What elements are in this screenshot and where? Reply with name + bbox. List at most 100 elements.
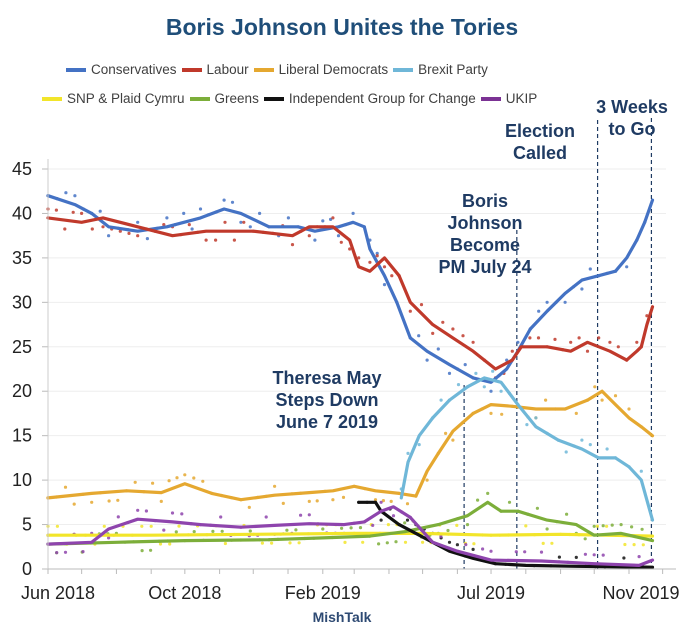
poll-dot (390, 274, 394, 278)
poll-dot (159, 499, 163, 503)
poll-dot (630, 525, 634, 529)
poll-dot (569, 340, 573, 344)
poll-dot (170, 511, 175, 515)
poll-dot (174, 530, 178, 534)
poll-dot (608, 340, 612, 344)
poll-dot (408, 309, 412, 313)
poll-dot (55, 551, 59, 555)
poll-dot (405, 502, 410, 506)
y-tick-label: 0 (22, 559, 32, 579)
poll-dot (619, 523, 623, 527)
poll-dot (149, 548, 153, 552)
poll-dot (379, 500, 383, 504)
poll-dot (357, 256, 361, 260)
poll-dot (605, 524, 609, 528)
poll-dot (464, 543, 468, 547)
poll-dot (341, 495, 346, 499)
event-markers (463, 118, 653, 569)
legend-swatch (181, 67, 202, 72)
poll-dot (425, 358, 429, 362)
poll-dot (610, 523, 614, 527)
poll-dot (637, 555, 641, 559)
poll-dot (281, 501, 285, 505)
poll-dot (605, 447, 609, 451)
axes: 0 5 10 15 20 25 30 35 40 45 Jun 2018 Oct 2018 Feb 20… (12, 159, 680, 603)
series-line-brexit-party (399, 376, 655, 522)
poll-dot (471, 340, 475, 344)
poll-dot (574, 555, 578, 560)
poll-dot (285, 528, 289, 532)
legend-item: Labour (181, 62, 249, 77)
poll-dot (391, 514, 396, 518)
poll-dot (187, 223, 191, 227)
legend-item: SNP & Plaid Cymru (42, 91, 185, 106)
poll-dot (486, 491, 490, 495)
poll-dot (290, 243, 295, 247)
poll-dot (107, 536, 111, 540)
legend-swatch (253, 67, 274, 72)
x-tick-label: Jul 2019 (457, 583, 525, 603)
annotation-three-weeks: 3 Weeks to Go (592, 96, 672, 140)
poll-dot (580, 287, 584, 291)
poll-dot (80, 211, 84, 215)
poll-dot (583, 537, 587, 541)
legend-label: Greens (214, 91, 259, 106)
poll-dot (421, 540, 425, 544)
poll-dot (622, 556, 626, 560)
legend-row: SNP & Plaid Cymru Greens Independent Group… (0, 91, 684, 106)
poll-dot (419, 303, 424, 307)
poll-dot (451, 438, 455, 442)
poll-dot (535, 506, 540, 510)
poll-dot (230, 200, 235, 204)
series-line-labour (46, 216, 655, 371)
legend-item: Conservatives (66, 62, 177, 77)
poll-dot (145, 237, 149, 241)
y-tick-label: 25 (12, 337, 32, 357)
poll-dot (339, 240, 343, 244)
poll-dot (403, 521, 407, 525)
poll-dot (223, 220, 227, 224)
poll-dot (585, 349, 590, 353)
poll-dot (431, 331, 435, 335)
poll-dot (349, 526, 353, 530)
poll-dot (71, 210, 75, 214)
poll-dot (248, 225, 252, 229)
legend-item: Greens (189, 91, 259, 106)
poll-dot (472, 542, 476, 546)
annotation-line: 3 Weeks (596, 97, 668, 117)
poll-dot (417, 334, 421, 338)
poll-dot (192, 476, 196, 480)
poll-dot (465, 523, 470, 527)
poll-dot (223, 541, 227, 546)
poll-dot (313, 238, 317, 242)
poll-dot (358, 526, 363, 530)
series-line-conservatives (46, 194, 655, 384)
poll-dot (623, 542, 627, 547)
poll-dot (523, 550, 527, 554)
poll-dot (625, 265, 629, 269)
poll-dot (640, 527, 644, 531)
poll-dot (455, 523, 459, 528)
poll-dot (144, 509, 148, 513)
poll-dot (351, 211, 355, 215)
poll-dot (286, 216, 290, 220)
poll-dot (593, 385, 597, 389)
poll-dot (595, 524, 600, 528)
poll-dot (616, 345, 620, 349)
y-tick-label: 20 (12, 381, 32, 401)
poll-dot (158, 542, 163, 546)
poll-dot (299, 513, 303, 517)
poll-dot (537, 309, 541, 313)
poll-dot (162, 223, 166, 227)
poll-dot (451, 327, 455, 331)
poll-dot (247, 505, 251, 509)
poll-dot (580, 438, 584, 442)
poll-dot (307, 499, 311, 503)
poll-dot (151, 481, 155, 485)
poll-dot (371, 523, 375, 528)
poll-dot (368, 260, 372, 264)
poll-dot (489, 411, 493, 415)
poll-dot (321, 219, 325, 223)
poll-dot (180, 512, 184, 516)
legend-swatch (66, 67, 86, 72)
